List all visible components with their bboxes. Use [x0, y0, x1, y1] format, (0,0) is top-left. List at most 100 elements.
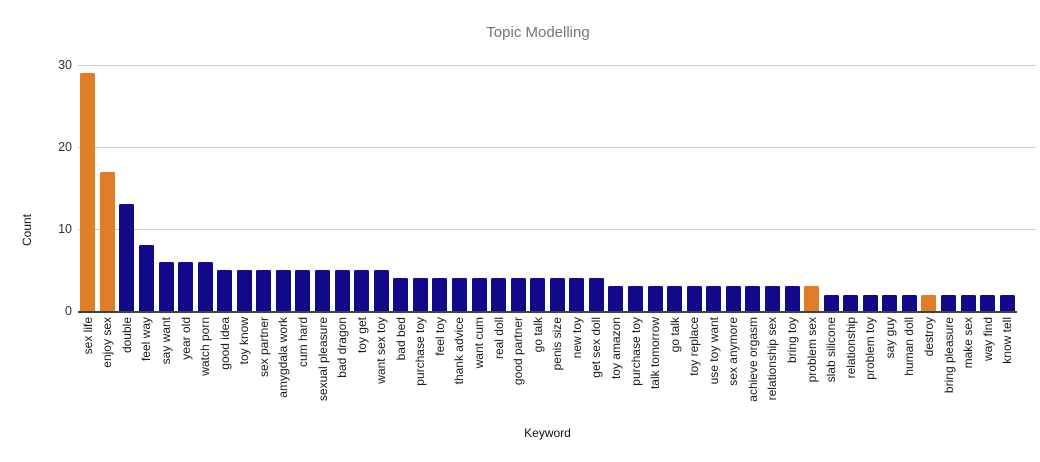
bar-bad-dragon: [334, 270, 350, 311]
bar-toy-get: [354, 270, 370, 311]
bar-double: [119, 204, 135, 311]
x-tick-label: relationship: [843, 317, 858, 379]
x-tick-label: bring pleasure: [941, 317, 956, 394]
bar-go-talk: [530, 278, 546, 311]
gridline-30: [78, 65, 1036, 66]
x-tick-label: problem toy: [863, 317, 878, 380]
x-tick-label: purchase toy: [628, 317, 643, 386]
x-tick-label: say guy: [882, 317, 897, 359]
x-tick-label: problem sex: [804, 317, 819, 383]
bar-thank-advice: [451, 278, 467, 311]
bar-want-cum: [471, 278, 487, 311]
bar-enjoy-sex: [99, 171, 115, 311]
x-tick-label: thank advice: [452, 317, 467, 385]
bar-feel-toy: [432, 278, 448, 311]
y-tick-label: 30: [58, 58, 72, 72]
bar-sex-partner: [256, 270, 272, 311]
chart-title: Topic Modelling: [486, 24, 590, 41]
bar-watch-porn: [197, 261, 213, 311]
bar-relationship-sex: [764, 286, 780, 311]
x-axis-line: [78, 311, 1017, 313]
bar-purchase-toy: [412, 278, 428, 311]
x-tick-label: go talk: [667, 317, 682, 353]
bar-problem-sex: [804, 286, 820, 311]
bar-human-doll: [901, 294, 917, 311]
x-tick-label: make sex: [961, 317, 976, 369]
x-tick-label: toy amazon: [608, 317, 623, 380]
x-tick-label: sex life: [80, 317, 95, 355]
x-tick-label: want sex toy: [374, 317, 389, 384]
x-tick-label: destroy: [921, 317, 936, 357]
x-tick-label: use toy want: [706, 317, 721, 385]
gridline-20: [78, 147, 1036, 148]
x-tick-label: penis size: [550, 317, 565, 371]
x-tick-label: cum hard: [295, 317, 310, 368]
bar-toy-know: [236, 270, 252, 311]
bar-penis-size: [549, 278, 565, 311]
bar-bad-bed: [393, 278, 409, 311]
bar-feel-way: [138, 245, 154, 311]
bar-cum-hard: [295, 270, 311, 311]
x-tick-label: slab silicone: [824, 317, 839, 383]
x-tick-label: year old: [178, 317, 193, 360]
bar-slab-silicone: [823, 294, 839, 311]
x-tick-label: feel way: [139, 317, 154, 362]
bar-real-doll: [491, 278, 507, 311]
bar-new-toy: [569, 278, 585, 311]
bar-amygdala-work: [275, 270, 291, 311]
bar-sexual-pleasure: [315, 270, 331, 311]
x-tick-label: enjoy sex: [100, 317, 115, 368]
bar-way-find: [980, 294, 996, 311]
y-tick-label: 10: [58, 222, 72, 236]
bar-good-idea: [217, 270, 233, 311]
bar-want-sex-toy: [373, 270, 389, 311]
x-tick-label: good partner: [511, 317, 526, 386]
x-tick-label: way find: [980, 317, 995, 362]
bar-know-tell: [999, 294, 1015, 311]
x-tick-label: real doll: [491, 317, 506, 360]
bar-bring-pleasure: [941, 294, 957, 311]
x-tick-label: toy replace: [687, 317, 702, 376]
bar-problem-toy: [862, 294, 878, 311]
x-tick-label: bad bed: [393, 317, 408, 361]
bar-achieve-orgasm: [745, 286, 761, 311]
bar-good-partner: [510, 278, 526, 311]
x-tick-label: sex partner: [256, 317, 271, 378]
x-tick-label: watch porn: [198, 317, 213, 376]
x-tick-label: amygdala work: [276, 317, 291, 398]
x-tick-label: double: [119, 317, 134, 354]
y-tick-label: 20: [58, 140, 72, 154]
x-tick-label: toy know: [237, 317, 252, 365]
bar-say-guy: [882, 294, 898, 311]
x-tick-label: human doll: [902, 317, 917, 376]
x-tick-label: relationship sex: [765, 317, 780, 401]
bar-year-old: [178, 261, 194, 311]
bar-bring-toy: [784, 286, 800, 311]
bar-talk-tomorrow: [647, 286, 663, 311]
bar-say-want: [158, 261, 174, 311]
bar-sex-life: [80, 73, 96, 311]
bar-make-sex: [960, 294, 976, 311]
x-tick-label: achieve orgasm: [745, 317, 760, 402]
x-tick-label: sexual pleasure: [315, 317, 330, 402]
bar-relationship: [843, 294, 859, 311]
bar-use-toy-want: [706, 286, 722, 311]
x-tick-label: say want: [159, 317, 174, 365]
bar-go-talk: [667, 286, 683, 311]
x-tick-label: good idea: [217, 317, 232, 370]
bar-purchase-toy: [628, 286, 644, 311]
x-tick-label: purchase toy: [413, 317, 428, 386]
x-tick-label: bad dragon: [335, 317, 350, 378]
bar-toy-replace: [686, 286, 702, 311]
bar-get-sex-doll: [588, 278, 604, 311]
bar-sex-anymore: [725, 286, 741, 311]
x-tick-label: new toy: [569, 317, 584, 359]
y-tick-label: 0: [65, 304, 72, 318]
gridline-10: [78, 229, 1036, 230]
bar-toy-amazon: [608, 286, 624, 311]
x-tick-label: talk tomorrow: [648, 317, 663, 390]
bar-destroy: [921, 294, 937, 311]
x-tick-label: feel toy: [432, 317, 447, 356]
